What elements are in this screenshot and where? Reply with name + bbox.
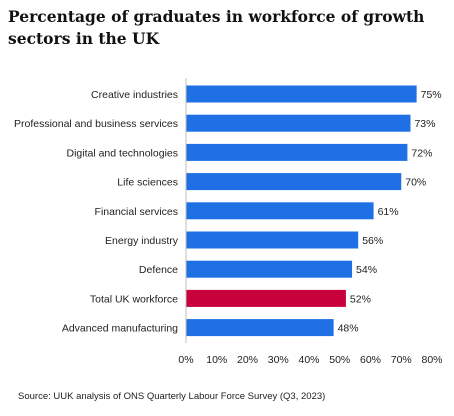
category-label: Total UK workforce (90, 293, 178, 305)
data-label: 73% (414, 118, 435, 130)
bar (186, 85, 417, 103)
x-tick-label: 80% (421, 354, 442, 366)
data-label: 61% (378, 206, 399, 218)
x-tick-label: 60% (360, 354, 381, 366)
data-label: 48% (338, 323, 359, 335)
bar (186, 202, 374, 220)
bar (186, 143, 408, 161)
x-tick-label: 30% (268, 354, 289, 366)
bar (186, 319, 334, 337)
bar (186, 173, 402, 191)
category-label: Defence (139, 264, 178, 276)
x-tick-label: 40% (298, 354, 319, 366)
data-label: 75% (421, 89, 442, 101)
source-note: Source: UUK analysis of ONS Quarterly La… (18, 391, 326, 402)
data-label: 56% (362, 235, 383, 247)
category-label: Advanced manufacturing (62, 323, 178, 335)
data-label: 52% (350, 293, 371, 305)
x-tick-label: 10% (206, 354, 227, 366)
category-label: Life sciences (117, 177, 178, 189)
bar (186, 289, 346, 307)
data-label: 72% (411, 147, 432, 159)
category-label: Energy industry (105, 235, 179, 247)
bar (186, 114, 411, 132)
data-label: 70% (405, 177, 426, 189)
x-tick-label: 50% (329, 354, 350, 366)
category-label: Financial services (95, 206, 178, 218)
category-label: Digital and technologies (67, 147, 179, 159)
x-tick-label: 20% (237, 354, 258, 366)
bar (186, 260, 353, 278)
x-tick-label: 70% (391, 354, 412, 366)
data-label: 54% (356, 264, 377, 276)
category-label: Creative industries (91, 89, 178, 101)
x-tick-label: 0% (178, 354, 193, 366)
bar (186, 231, 359, 249)
category-label: Professional and business services (14, 118, 178, 130)
chart-title: Percentage of graduates in workforce of … (8, 7, 425, 48)
